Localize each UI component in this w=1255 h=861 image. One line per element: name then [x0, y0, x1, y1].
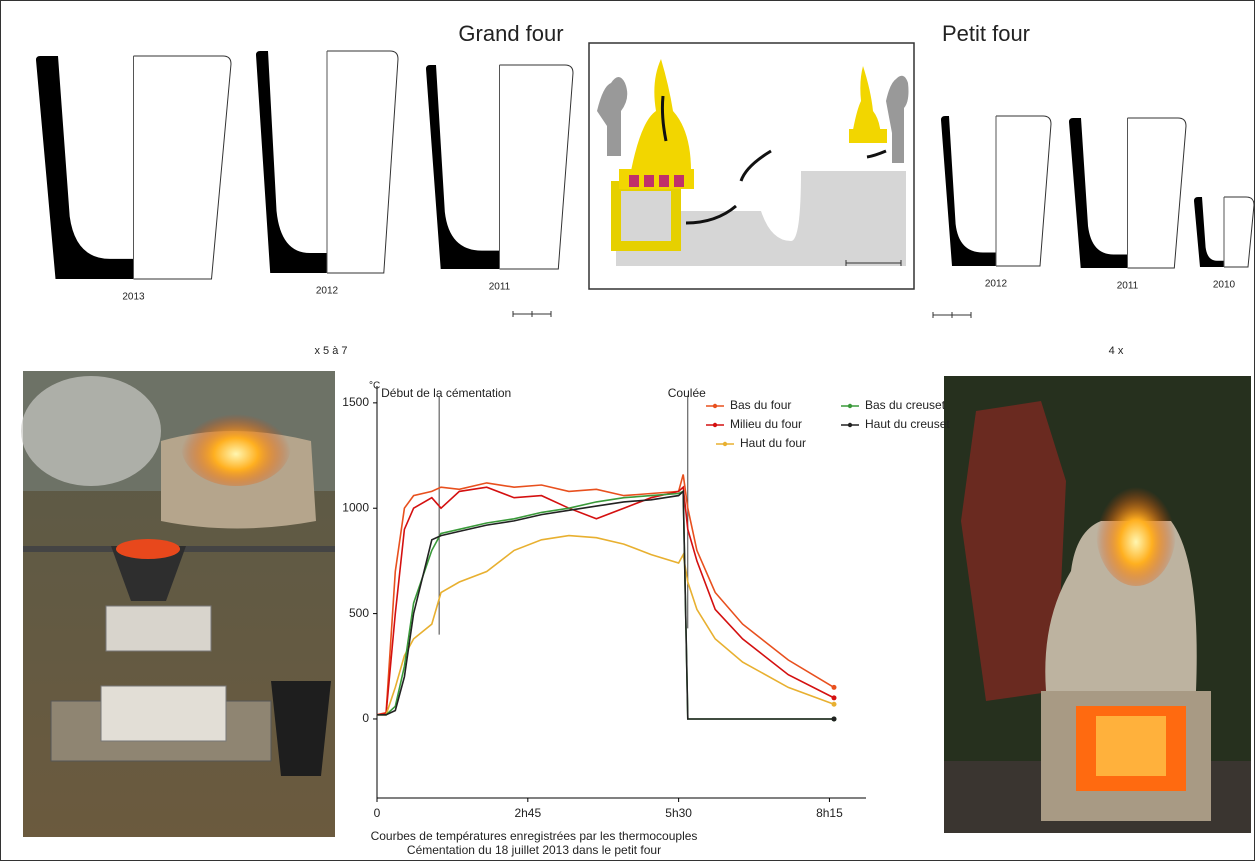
annotation-label: Coulée	[668, 386, 706, 400]
end-point	[832, 716, 837, 721]
series-line	[377, 475, 834, 715]
title: Grand four	[458, 21, 563, 46]
legend-dot	[723, 442, 727, 446]
crucible-outline	[327, 51, 398, 273]
crucible-label: 2012	[985, 279, 1008, 290]
series-line	[377, 536, 834, 715]
x-tick-label: 5h30	[665, 806, 692, 820]
crucible-wall	[426, 65, 500, 269]
crucible-label: 2012	[316, 286, 339, 297]
ratio: x 5 à 7	[314, 345, 347, 357]
y-tick-label: 0	[362, 711, 369, 725]
legend-label: Milieu du four	[730, 417, 802, 431]
chart-caption: Cémentation du 18 juillet 2013 dans le p…	[407, 843, 661, 857]
legend-dot	[848, 423, 852, 427]
crucible-label: 2011	[489, 282, 511, 293]
crucible-wall	[1194, 197, 1224, 267]
y-axis-label: °C	[369, 381, 380, 392]
legend-label: Bas du four	[730, 398, 791, 412]
legend-label: Haut du four	[740, 436, 806, 450]
y-tick-label: 1000	[342, 500, 369, 514]
end-point	[832, 685, 837, 690]
crucible-outline	[134, 56, 232, 279]
crucible-wall	[941, 116, 996, 266]
annotation-label: Début de la cémentation	[381, 386, 511, 400]
legend-label: Bas du creuset	[865, 398, 946, 412]
x-tick-label: 2h45	[514, 806, 541, 820]
scale-bar	[513, 311, 971, 318]
crucible-outline	[1224, 197, 1254, 267]
crucible-label: 2013	[122, 292, 145, 303]
chart-caption: Courbes de températures enregistrées par…	[371, 829, 698, 843]
crucible-wall	[36, 56, 134, 279]
photo-furnace-fire	[944, 376, 1251, 833]
x-tick-label: 0	[374, 806, 381, 820]
legend-dot	[713, 404, 717, 408]
series-line	[377, 491, 834, 719]
crucible-outline	[1128, 118, 1187, 268]
chart: Cémentation du 18 juillet 2013 dans le p…	[342, 381, 950, 858]
figure-canvas: Grand four Petit four x 5 à 7 4 x	[1, 1, 1254, 860]
y-tick-label: 1500	[342, 395, 369, 409]
legend-dot	[713, 423, 717, 427]
series-line	[377, 491, 834, 719]
figure: Grand four Petit four x 5 à 7 4 x	[0, 0, 1255, 861]
end-point	[832, 695, 837, 700]
crucible-wall	[1069, 118, 1128, 268]
ratio: 4 x	[1109, 345, 1124, 357]
crucible-outline	[500, 65, 574, 269]
crucible-label: 2011	[1117, 281, 1139, 292]
furnace-diagram	[589, 43, 914, 289]
end-point	[832, 702, 837, 707]
crucible-wall	[256, 51, 327, 273]
x-tick-label: 8h15	[816, 806, 843, 820]
y-tick-label: 500	[349, 606, 369, 620]
legend-dot	[848, 404, 852, 408]
photo-crucible-pouring	[21, 371, 335, 837]
legend-label: Haut du creuset	[865, 417, 950, 431]
title: Petit four	[942, 21, 1030, 46]
series-line	[377, 487, 834, 715]
crucible-label: 2010	[1213, 280, 1236, 291]
crucible-outline	[996, 116, 1051, 266]
